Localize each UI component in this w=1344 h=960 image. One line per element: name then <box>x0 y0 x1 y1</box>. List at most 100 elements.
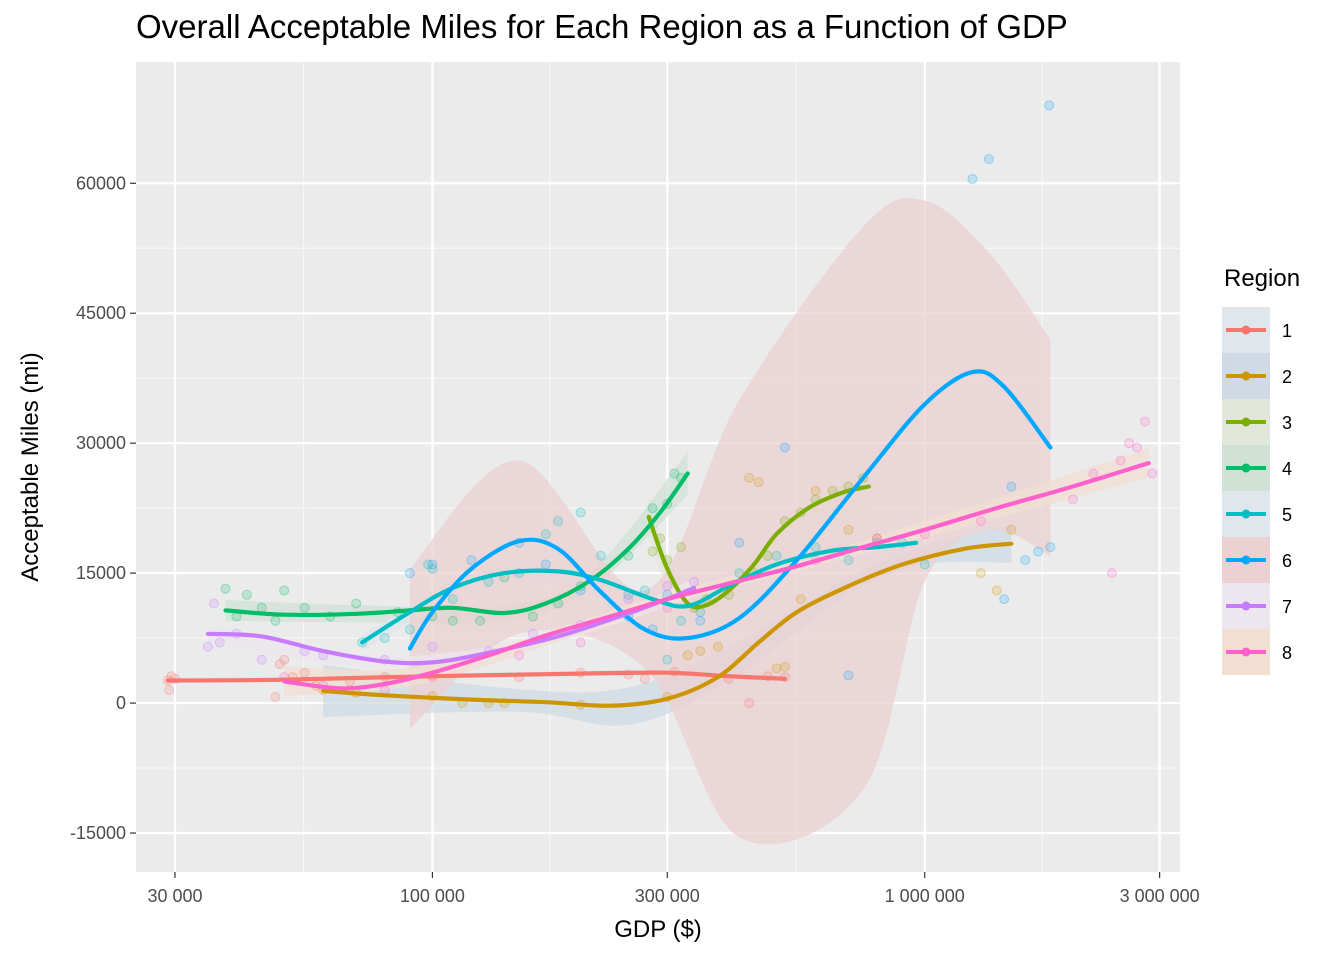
point-region-2 <box>695 646 706 657</box>
legend-key-point-1 <box>1241 325 1251 335</box>
point-region-3 <box>647 546 658 557</box>
point-region-4 <box>669 468 680 479</box>
point-region-5 <box>447 594 458 605</box>
smooth-line-region-6 <box>407 369 1053 651</box>
point-region-7 <box>214 637 225 648</box>
legend-label-6: 6 <box>1282 551 1292 571</box>
point-region-7 <box>208 598 219 609</box>
confidence-band-region-6 <box>409 198 1051 845</box>
point-region-4 <box>475 615 486 626</box>
y-tick-label: -15000 <box>70 823 126 843</box>
point-region-6 <box>404 568 415 579</box>
smooth-line-region-8 <box>282 461 1151 691</box>
chart-title: Overall Acceptable Miles for Each Region… <box>136 8 1068 45</box>
point-region-1 <box>164 685 175 696</box>
legend-label-1: 1 <box>1282 321 1292 341</box>
point-region-4 <box>351 598 362 609</box>
point-region-6 <box>1020 555 1031 566</box>
y-axis-title: Acceptable Miles (mi) <box>17 352 44 581</box>
point-region-7 <box>662 581 673 592</box>
legend: Region 1 2 3 4 5 6 7 8 <box>1222 265 1300 675</box>
point-region-6 <box>1044 100 1055 111</box>
point-region-4 <box>299 602 310 613</box>
x-tick-label: 1 000 000 <box>885 886 965 906</box>
confidence-band-region-8 <box>284 448 1149 697</box>
point-region-8 <box>1115 455 1126 466</box>
point-region-2 <box>682 650 693 661</box>
point-region-6 <box>1045 542 1056 553</box>
point-region-1 <box>299 667 310 678</box>
point-region-2 <box>975 568 986 579</box>
point-region-6 <box>695 615 706 626</box>
legend-label-8: 8 <box>1282 643 1292 663</box>
point-region-5 <box>771 550 782 561</box>
point-region-2 <box>753 477 764 488</box>
legend-label-2: 2 <box>1282 367 1292 387</box>
legend-label-3: 3 <box>1282 413 1292 433</box>
point-region-2 <box>712 641 723 652</box>
point-region-6 <box>1033 546 1044 557</box>
point-region-4 <box>241 589 252 600</box>
smooth-line-region-4 <box>223 471 690 618</box>
point-region-5 <box>676 615 687 626</box>
point-region-5 <box>404 624 415 635</box>
point-region-6 <box>1006 481 1017 492</box>
x-axis-title: GDP ($) <box>614 916 702 943</box>
point-region-8 <box>575 637 586 648</box>
x-tick-label: 3 000 000 <box>1120 886 1200 906</box>
point-region-2 <box>843 524 854 535</box>
point-region-4 <box>279 585 290 596</box>
point-region-7 <box>623 594 634 605</box>
point-region-1 <box>639 673 650 684</box>
point-region-6 <box>779 442 790 453</box>
legend-key-point-2 <box>1241 371 1251 381</box>
confidence-band-region-4 <box>225 451 688 624</box>
x-tick-label: 30 000 <box>147 886 202 906</box>
y-tick-label: 15000 <box>76 563 126 583</box>
point-region-8 <box>1124 438 1135 449</box>
y-tick-label: 45000 <box>76 303 126 323</box>
point-region-8 <box>1088 468 1099 479</box>
point-region-5 <box>919 559 930 570</box>
point-region-2 <box>1006 524 1017 535</box>
point-region-1 <box>274 659 285 670</box>
point-region-2 <box>991 585 1002 596</box>
point-region-1 <box>744 698 755 709</box>
legend-key-point-8 <box>1241 647 1251 657</box>
point-region-6 <box>983 154 994 165</box>
point-region-8 <box>1139 416 1150 427</box>
legend-key-point-6 <box>1241 555 1251 565</box>
point-region-6 <box>843 670 854 681</box>
point-region-4 <box>447 615 458 626</box>
point-region-6 <box>734 537 745 548</box>
point-region-4 <box>220 583 231 594</box>
point-region-8 <box>975 516 986 527</box>
legend-title: Region <box>1224 265 1300 292</box>
point-region-6 <box>967 173 978 184</box>
legend-label-7: 7 <box>1282 597 1292 617</box>
point-region-5 <box>553 516 564 527</box>
point-region-5 <box>540 529 551 540</box>
point-region-5 <box>427 563 438 574</box>
point-region-6 <box>427 559 438 570</box>
point-region-5 <box>810 542 821 553</box>
legend-key-point-4 <box>1241 463 1251 473</box>
point-region-1 <box>279 654 290 665</box>
x-tick-label: 300 000 <box>635 886 700 906</box>
x-tick-label: 100 000 <box>400 886 465 906</box>
point-region-4 <box>647 503 658 514</box>
point-region-8 <box>1147 468 1158 479</box>
legend-key-point-7 <box>1241 601 1251 611</box>
point-region-4 <box>527 611 538 622</box>
point-region-7 <box>689 576 700 587</box>
y-tick-label: 60000 <box>76 173 126 193</box>
point-region-5 <box>575 507 586 518</box>
point-region-2 <box>744 472 755 483</box>
point-region-7 <box>256 654 267 665</box>
point-region-3 <box>676 542 687 553</box>
point-region-6 <box>999 594 1010 605</box>
point-region-1 <box>270 692 281 703</box>
point-region-4 <box>256 602 267 613</box>
point-region-5 <box>843 555 854 566</box>
